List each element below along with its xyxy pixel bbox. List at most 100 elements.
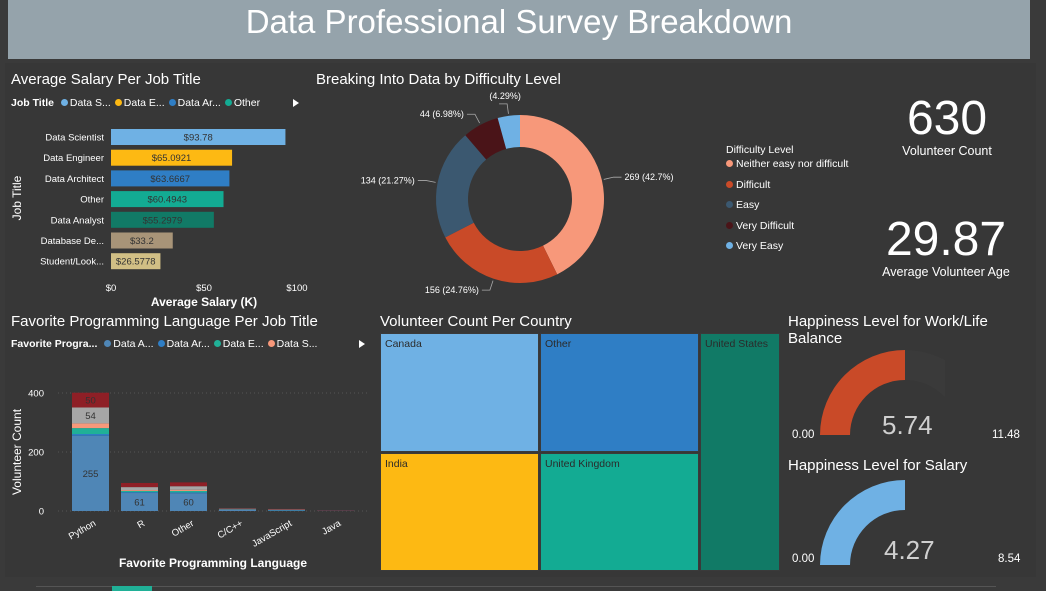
language-bar-segment[interactable] xyxy=(170,489,207,491)
language-bar-segment[interactable] xyxy=(268,508,305,510)
difficulty-legend-item[interactable]: Neither easy nor difficult xyxy=(726,158,848,179)
language-legend-item[interactable]: Data A... xyxy=(100,338,154,350)
language-bar-segment[interactable] xyxy=(72,435,109,511)
language-bar-segment[interactable] xyxy=(170,482,207,487)
language-x-tick: C/C++ xyxy=(216,518,246,541)
work-life-gauge-value: 5.74 xyxy=(882,410,933,440)
salary-value-label: $93.78 xyxy=(184,133,213,144)
legend-label: Data S... xyxy=(69,97,111,109)
salary-legend-item[interactable]: Data E... xyxy=(111,97,165,109)
salary-gauge-title: Happiness Level for Salary xyxy=(788,457,968,474)
legend-next-arrow-icon[interactable] xyxy=(293,99,299,107)
work-life-gauge-max: 11.48 xyxy=(992,429,1020,441)
difficulty-panel-title: Breaking Into Data by Difficulty Level xyxy=(316,71,561,88)
language-bar-segment[interactable] xyxy=(121,487,158,491)
salary-value-label: $33.2 xyxy=(130,236,154,247)
legend-dot-icon xyxy=(213,340,221,347)
salary-bar[interactable] xyxy=(111,170,230,187)
treemap-cell-label: United Kingdom xyxy=(545,458,620,470)
legend-label: Data S... xyxy=(276,338,318,350)
work-life-gauge-title: Happiness Level for Work/Life Balance xyxy=(788,313,988,347)
salary-bar[interactable] xyxy=(111,129,286,145)
salary-bar[interactable] xyxy=(111,232,173,249)
legend-label: Data Ar... xyxy=(177,97,221,109)
language-bar-segment[interactable] xyxy=(121,492,158,494)
page-tab-strip xyxy=(36,586,996,587)
language-bar-segment[interactable] xyxy=(170,490,207,493)
donut-leader-line xyxy=(481,280,494,291)
country-treemap: Canada Other United States India United King… xyxy=(380,333,780,571)
legend-label: Easy xyxy=(736,199,760,211)
legend-label: Neither easy nor difficult xyxy=(736,158,849,170)
donut-leader-line xyxy=(499,103,509,114)
difficulty-legend-item[interactable]: Difficult xyxy=(726,179,848,200)
legend-dot-icon xyxy=(157,340,165,347)
language-x-tick: Other xyxy=(170,518,196,539)
language-bar-segment[interactable] xyxy=(72,423,109,429)
treemap-cell-other[interactable]: Other xyxy=(540,333,699,452)
language-bar-segment[interactable] xyxy=(72,428,109,435)
legend-dot-icon xyxy=(726,221,733,229)
language-bar-segment[interactable] xyxy=(121,490,158,493)
salary-category-label: Data Architect xyxy=(45,174,104,185)
language-bar-label: 255 xyxy=(83,469,99,480)
difficulty-legend-item[interactable]: Easy xyxy=(726,199,848,220)
donut-data-label: 156 (24.76%) xyxy=(425,285,479,295)
legend-label: Difficult xyxy=(736,178,771,191)
difficulty-legend-item[interactable]: Very Easy xyxy=(726,240,848,261)
salary-legend-item[interactable]: Other xyxy=(221,97,260,109)
treemap-cell-india[interactable]: India xyxy=(380,453,539,571)
salary-value-label: $55.2979 xyxy=(143,215,183,226)
language-bar-segment[interactable] xyxy=(219,509,256,511)
salary-gauge-min: 0.00 xyxy=(792,553,815,565)
salary-category-label: Database De... xyxy=(41,236,104,247)
language-legend-item[interactable]: Data E... xyxy=(210,338,264,350)
language-bar-segment[interactable] xyxy=(72,392,109,408)
language-legend-item[interactable]: Data Ar... xyxy=(154,338,210,350)
legend-next-arrow-icon[interactable] xyxy=(359,340,365,348)
volunteer-count-value: 630 xyxy=(906,92,988,145)
language-bar-segment[interactable] xyxy=(72,434,109,436)
language-bar-segment[interactable] xyxy=(121,482,158,488)
difficulty-legend-item[interactable]: Very Difficult xyxy=(726,220,848,241)
avg-age-label: Average Volunteer Age xyxy=(882,265,1010,279)
donut-slice[interactable] xyxy=(436,135,487,238)
work-life-gauge-min: 0.00 xyxy=(792,429,815,441)
treemap-cell-united-kingdom[interactable]: United Kingdom xyxy=(540,453,699,571)
language-bar-segment[interactable] xyxy=(170,493,207,511)
salary-bar-chart: Data Scientist $93.78 Data Engineer $65.092… xyxy=(10,129,308,309)
treemap-cell-united-states[interactable]: United States xyxy=(700,333,780,571)
legend-dot-icon xyxy=(224,99,232,106)
legend-dot-icon xyxy=(267,340,275,347)
language-bar-label: 61 xyxy=(134,498,145,509)
donut-slice[interactable] xyxy=(445,222,558,283)
legend-dot-icon xyxy=(726,201,733,208)
legend-label: Data Ar... xyxy=(166,338,210,350)
salary-legend-item[interactable]: Data Ar... xyxy=(165,97,221,109)
donut-slice[interactable] xyxy=(465,118,507,160)
salary-bar[interactable] xyxy=(111,149,233,166)
language-bar-segment[interactable] xyxy=(121,490,158,491)
donut-leader-line xyxy=(603,176,622,180)
language-bar-segment[interactable] xyxy=(121,493,158,511)
language-bar-segment[interactable] xyxy=(268,510,305,511)
language-legend-item[interactable]: Data S... xyxy=(264,338,318,350)
salary-bar[interactable] xyxy=(111,191,224,208)
legend-label: Data E... xyxy=(123,97,165,109)
donut-slice[interactable] xyxy=(497,115,520,149)
work-life-gauge-fill xyxy=(820,350,905,435)
treemap-cell-canada[interactable]: Canada xyxy=(380,333,539,452)
language-bar-segment[interactable] xyxy=(170,486,207,490)
salary-bar[interactable] xyxy=(111,253,161,270)
volunteer-count-card: 630 Volunteer Count xyxy=(880,92,1014,159)
legend-dot-icon xyxy=(60,99,68,106)
salary-x-axis-label: Average Salary (K) xyxy=(151,295,257,309)
legend-dot-icon xyxy=(726,242,733,249)
language-bar-segment[interactable] xyxy=(72,407,109,424)
active-page-tab[interactable] xyxy=(112,586,152,591)
salary-legend-item[interactable]: Data S... xyxy=(57,97,111,109)
salary-bar[interactable] xyxy=(111,211,214,228)
donut-slice[interactable] xyxy=(520,115,604,275)
language-bar-segment[interactable] xyxy=(170,492,207,494)
legend-dot-icon xyxy=(114,99,122,106)
